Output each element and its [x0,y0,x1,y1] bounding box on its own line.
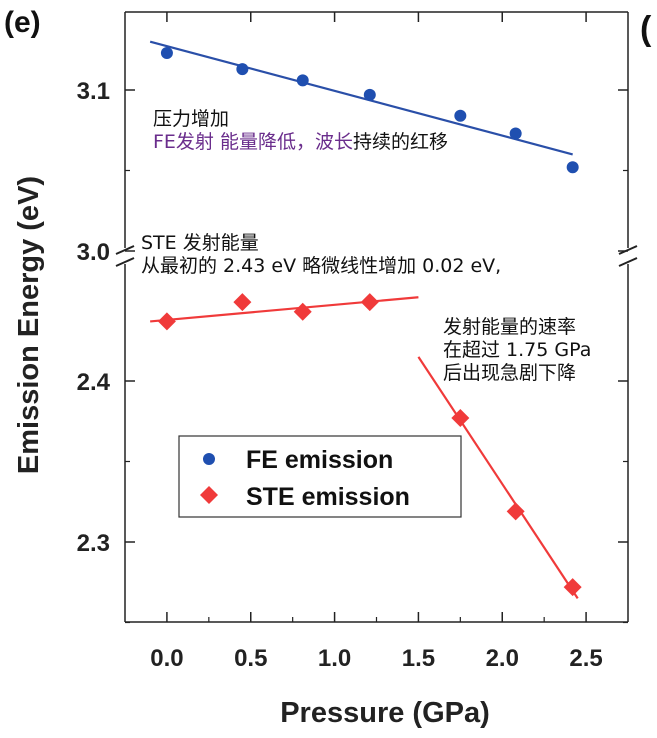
ste-point [451,409,470,428]
fe-point [454,109,467,122]
y-axis-break-mark-a [115,245,135,255]
rate-annotation-line3: 后出现急剧下降 [443,362,577,384]
ste-point [506,502,525,521]
y-tick-label: 2.4 [77,369,111,396]
ste-fit-line-falling [417,356,579,599]
x-tick-label: 2.5 [569,645,602,672]
data-points [157,46,582,597]
rate-annotation-line1: 发射能量的速率 [443,316,577,338]
fe-annotation-line2-purple: FE发射 能量降低，波长 [153,131,353,153]
legend-fe-marker [203,453,215,465]
legend-ste-marker [200,486,218,504]
x-tick-label: 2.0 [486,645,519,672]
adjacent-panel-edge-mark: ( [640,10,652,48]
y-tick-label: 2.3 [77,530,110,557]
fe-point [236,63,249,76]
axes: 0.0 0.5 1.0 1.5 2.0 2.5 3.1 3.0 2.4 2.3 Pressure (… [13,11,638,729]
ste-annotation-line2: 从最初的 2.43 eV 略微线性增加 0.02 eV, [141,255,502,277]
fe-annotation: 压力增加 FE发射 能量降低，波长持续的红移 [153,108,448,154]
x-axis-label: Pressure (GPa) [280,697,490,729]
ste-annotation-line1: STE 发射能量 [141,232,259,254]
legend: FE emission STE emission [178,435,462,518]
y-tick-label: 3.0 [77,239,110,266]
x-tick-label: 1.0 [318,645,351,672]
legend-box [178,435,462,518]
right-axis-break-mark-b [618,257,638,267]
y-tick-label: 3.1 [77,78,110,105]
rate-annotation: 发射能量的速率 在超过 1.75 GPa 后出现急剧下降 [443,316,591,385]
fe-annotation-line1: 压力增加 [153,108,230,130]
legend-ste-label: STE emission [246,483,410,511]
right-axis-break-mark-a [618,245,638,255]
x-tick-label: 1.5 [402,645,435,672]
x-tick-label: 0.5 [234,645,267,672]
y-axis-label: Emission Energy (eV) [13,176,45,474]
fe-point [363,88,376,101]
ste-point [563,578,582,597]
ste-point [157,312,176,331]
ste-point [233,293,252,312]
panel-label: (e) [4,6,41,39]
ste-annotation: STE 发射能量 从最初的 2.43 eV 略微线性增加 0.02 eV, [141,232,502,278]
ste-fit-line-rising [150,296,419,323]
fe-point [509,127,522,140]
fe-annotation-line2-black: 持续的红移 [352,131,448,153]
fe-point [296,74,309,87]
x-tick-label: 0.0 [150,645,183,672]
y-axis-break-mark-b [115,257,135,267]
ste-point [293,302,312,321]
rate-annotation-line2: 在超过 1.75 GPa [443,339,592,361]
fe-fit-line [149,40,573,156]
ste-point [360,293,379,312]
fe-point [566,161,579,174]
fe-point [160,46,173,59]
legend-fe-label: FE emission [246,446,393,474]
